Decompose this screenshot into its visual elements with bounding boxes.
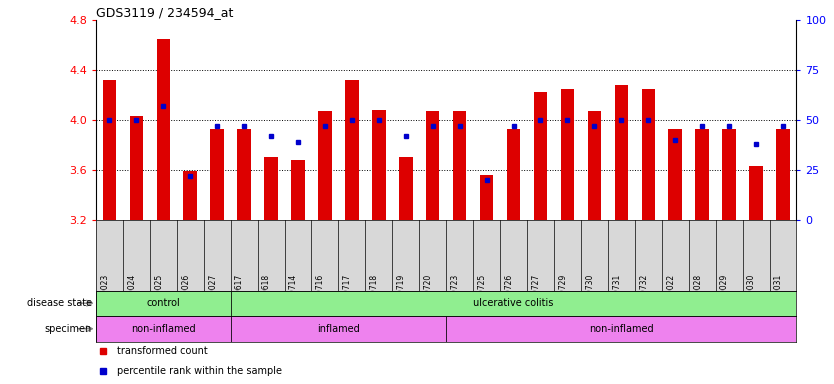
Bar (291, 160, 304, 220)
Bar (507, 129, 520, 220)
Bar (264, 157, 278, 220)
Bar (319, 111, 332, 220)
Text: non-inflamed: non-inflamed (131, 324, 196, 334)
Bar (183, 171, 197, 220)
Text: disease state: disease state (27, 298, 92, 308)
Bar (372, 110, 385, 220)
Bar (231, 291, 796, 316)
Text: control: control (147, 298, 180, 308)
Bar (157, 39, 170, 220)
Bar (560, 89, 574, 220)
Bar (588, 111, 601, 220)
Bar (345, 80, 359, 220)
Bar (231, 316, 446, 342)
Bar (238, 129, 251, 220)
Bar (615, 85, 628, 220)
Bar (399, 157, 413, 220)
Bar (749, 166, 763, 220)
Bar (453, 111, 466, 220)
Bar (641, 89, 655, 220)
Bar (776, 129, 790, 220)
Text: GDS3119 / 234594_at: GDS3119 / 234594_at (96, 6, 234, 19)
Bar (534, 93, 547, 220)
Text: ulcerative colitis: ulcerative colitis (474, 298, 554, 308)
Bar (669, 129, 682, 220)
Bar (129, 116, 143, 220)
Text: percentile rank within the sample: percentile rank within the sample (117, 366, 282, 376)
Text: specimen: specimen (44, 324, 92, 334)
Bar (210, 129, 224, 220)
Bar (480, 175, 494, 220)
Bar (446, 316, 796, 342)
Text: inflamed: inflamed (317, 324, 359, 334)
Text: transformed count: transformed count (117, 346, 208, 356)
Bar (96, 291, 231, 316)
Bar (96, 316, 231, 342)
Bar (696, 129, 709, 220)
Bar (103, 80, 116, 220)
Bar (722, 129, 736, 220)
Bar (426, 111, 440, 220)
Text: non-inflamed: non-inflamed (589, 324, 654, 334)
